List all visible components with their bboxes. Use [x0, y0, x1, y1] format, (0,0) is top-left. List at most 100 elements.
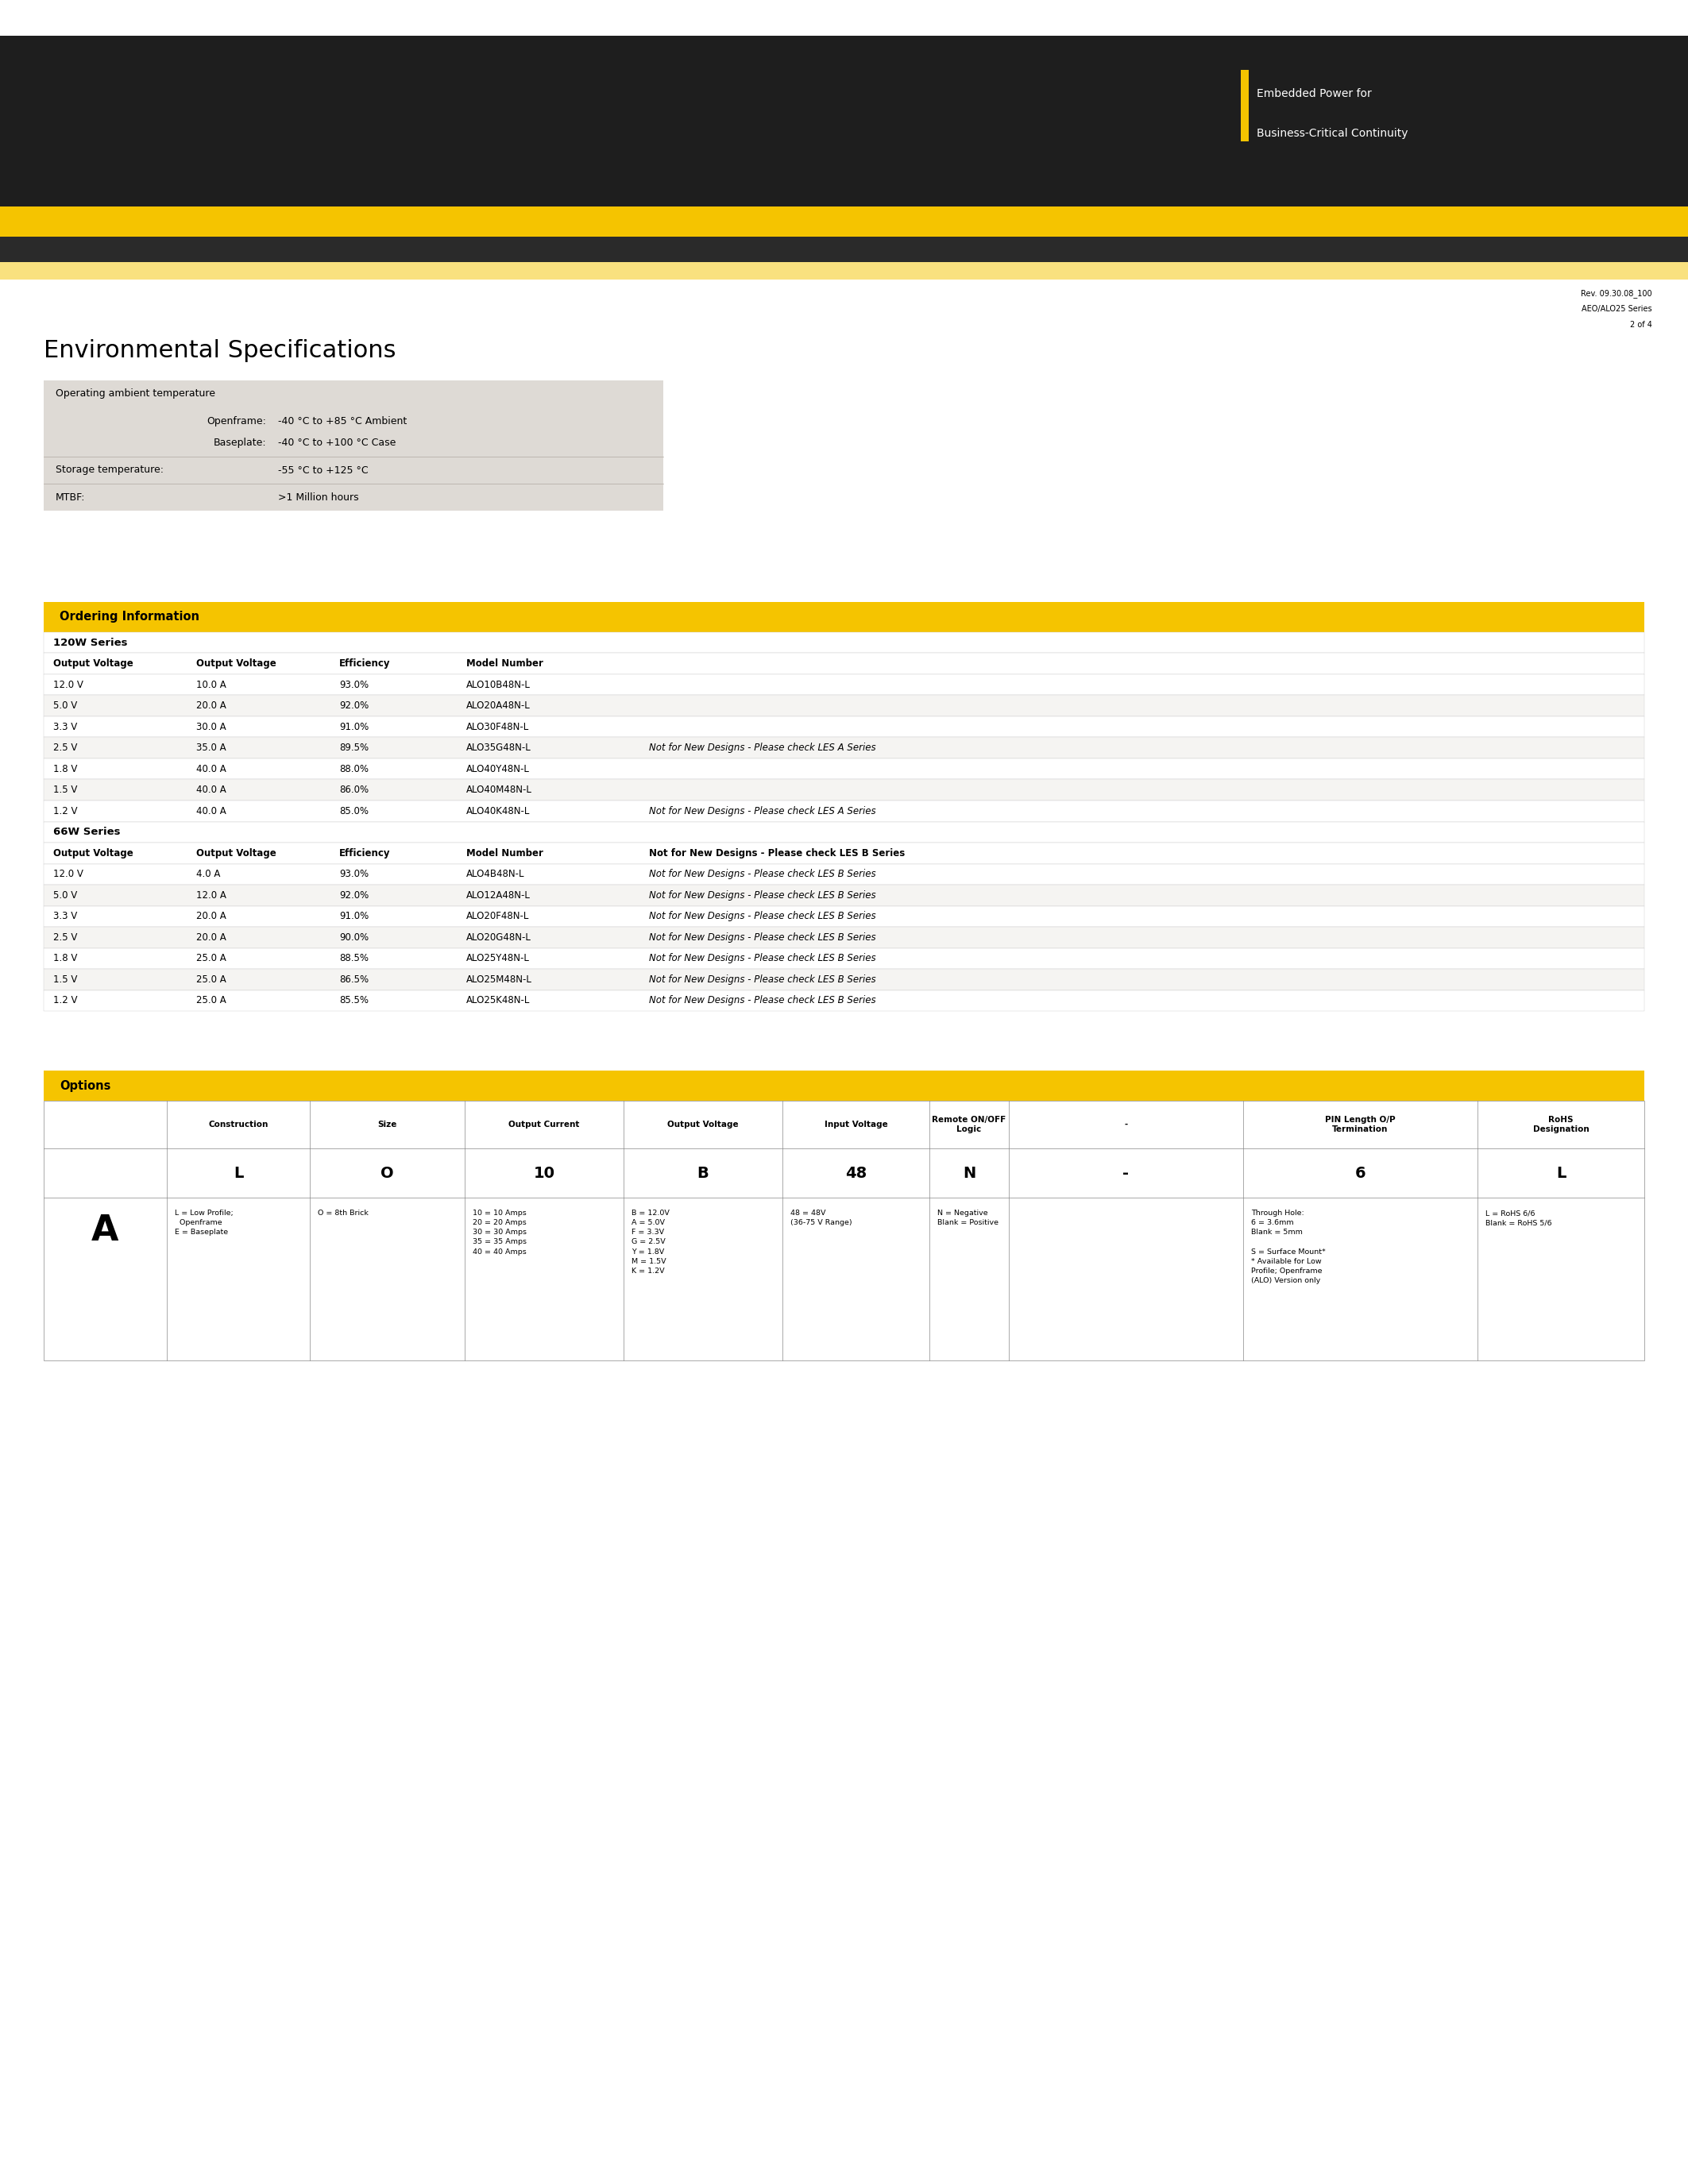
Bar: [44, 1101, 1644, 1361]
Text: O = 8th Brick: O = 8th Brick: [317, 1210, 368, 1216]
Text: Not for New Designs - Please check LES B Series: Not for New Designs - Please check LES B…: [648, 933, 876, 943]
Text: 85.5%: 85.5%: [339, 996, 368, 1005]
Bar: [44, 863, 1644, 885]
Text: ALO25Y48N-L: ALO25Y48N-L: [466, 952, 530, 963]
Text: 1.5 V: 1.5 V: [54, 974, 78, 985]
Bar: [44, 802, 1644, 821]
Text: 25.0 A: 25.0 A: [196, 974, 226, 985]
Text: 85.0%: 85.0%: [339, 806, 368, 817]
Text: 20.0 A: 20.0 A: [196, 701, 226, 712]
Text: 40.0 A: 40.0 A: [196, 764, 226, 773]
Text: 92.0%: 92.0%: [339, 701, 368, 712]
Text: Not for New Designs - Please check LES A Series: Not for New Designs - Please check LES A…: [648, 806, 876, 817]
Bar: [0, 207, 1688, 236]
Bar: [44, 675, 1644, 695]
Text: Input Voltage: Input Voltage: [824, 1120, 888, 1129]
Text: 10: 10: [533, 1166, 555, 1182]
Text: Through Hole:
6 = 3.6mm
Blank = 5mm

S = Surface Mount*
* Available for Low
Prof: Through Hole: 6 = 3.6mm Blank = 5mm S = …: [1251, 1210, 1325, 1284]
Bar: [44, 948, 1644, 970]
Text: 1.2 V: 1.2 V: [54, 996, 78, 1005]
Text: Not for New Designs - Please check LES B Series: Not for New Designs - Please check LES B…: [648, 891, 876, 900]
Text: 40.0 A: 40.0 A: [196, 806, 226, 817]
Text: L = RoHS 6/6
Blank = RoHS 5/6: L = RoHS 6/6 Blank = RoHS 5/6: [1485, 1210, 1551, 1227]
Text: Construction: Construction: [208, 1120, 268, 1129]
Text: ALO25M48N-L: ALO25M48N-L: [466, 974, 532, 985]
Text: Efficiency: Efficiency: [339, 660, 390, 668]
Text: Not for New Designs - Please check LES B Series: Not for New Designs - Please check LES B…: [648, 911, 876, 922]
Bar: [44, 380, 663, 511]
Text: 92.0%: 92.0%: [339, 891, 368, 900]
Text: 6: 6: [1355, 1166, 1366, 1182]
Text: 88.5%: 88.5%: [339, 952, 368, 963]
Text: Output Voltage: Output Voltage: [667, 1120, 739, 1129]
Text: >1 Million hours: >1 Million hours: [279, 491, 360, 502]
Text: 5.0 V: 5.0 V: [54, 701, 78, 712]
Text: 48 = 48V
(36-75 V Range): 48 = 48V (36-75 V Range): [790, 1210, 852, 1227]
Text: 10.0 A: 10.0 A: [196, 679, 226, 690]
Text: ALO35G48N-L: ALO35G48N-L: [466, 743, 532, 753]
Text: Not for New Designs - Please check LES B Series: Not for New Designs - Please check LES B…: [648, 952, 876, 963]
Text: 1.8 V: 1.8 V: [54, 764, 78, 773]
Text: 3.3 V: 3.3 V: [54, 911, 78, 922]
Bar: [44, 631, 1644, 653]
Text: 20.0 A: 20.0 A: [196, 911, 226, 922]
Text: 3.3 V: 3.3 V: [54, 721, 78, 732]
Text: Efficiency: Efficiency: [339, 847, 390, 858]
Text: 5.0 V: 5.0 V: [54, 891, 78, 900]
Bar: [1241, 70, 1249, 142]
Bar: [44, 906, 1644, 926]
Text: Operating ambient temperature: Operating ambient temperature: [56, 389, 216, 400]
Text: ALO30F48N-L: ALO30F48N-L: [466, 721, 530, 732]
Text: 2 of 4: 2 of 4: [1631, 321, 1653, 330]
Bar: [0, 236, 1688, 262]
Text: O: O: [381, 1166, 393, 1182]
Text: 12.0 V: 12.0 V: [54, 869, 83, 880]
Text: ALO40M48N-L: ALO40M48N-L: [466, 784, 532, 795]
Text: -40 °C to +100 °C Case: -40 °C to +100 °C Case: [279, 437, 397, 448]
Text: 20.0 A: 20.0 A: [196, 933, 226, 943]
Bar: [0, 262, 1688, 280]
Text: 40.0 A: 40.0 A: [196, 784, 226, 795]
Text: 4.0 A: 4.0 A: [196, 869, 221, 880]
Text: 120W Series: 120W Series: [54, 638, 128, 649]
Text: L = Low Profile;
  Openframe
E = Baseplate: L = Low Profile; Openframe E = Baseplate: [176, 1210, 233, 1236]
Text: 88.0%: 88.0%: [339, 764, 368, 773]
Text: 2.5 V: 2.5 V: [54, 933, 78, 943]
Text: Baseplate:: Baseplate:: [213, 437, 267, 448]
Bar: [44, 843, 1644, 863]
Text: -: -: [1124, 1120, 1128, 1129]
Bar: [0, 35, 1688, 207]
Text: Not for New Designs - Please check LES B Series: Not for New Designs - Please check LES B…: [648, 847, 905, 858]
Text: ALO20A48N-L: ALO20A48N-L: [466, 701, 530, 712]
Text: 93.0%: 93.0%: [339, 679, 368, 690]
Text: Ordering Information: Ordering Information: [59, 612, 199, 622]
Text: Model Number: Model Number: [466, 660, 544, 668]
Text: RoHS
Designation: RoHS Designation: [1533, 1116, 1588, 1133]
Text: MTBF:: MTBF:: [56, 491, 86, 502]
Text: ALO25K48N-L: ALO25K48N-L: [466, 996, 530, 1005]
Text: ALO40Y48N-L: ALO40Y48N-L: [466, 764, 530, 773]
Bar: [44, 603, 1644, 631]
Text: 66W Series: 66W Series: [54, 828, 120, 836]
Bar: [44, 695, 1644, 716]
Text: Size: Size: [378, 1120, 397, 1129]
Text: Not for New Designs - Please check LES B Series: Not for New Designs - Please check LES B…: [648, 996, 876, 1005]
Text: Business-Critical Continuity: Business-Critical Continuity: [1256, 127, 1408, 138]
Text: Options: Options: [59, 1079, 111, 1092]
Text: 10 = 10 Amps
20 = 20 Amps
30 = 30 Amps
35 = 35 Amps
40 = 40 Amps: 10 = 10 Amps 20 = 20 Amps 30 = 30 Amps 3…: [473, 1210, 527, 1256]
Text: Rev. 09.30.08_100: Rev. 09.30.08_100: [1582, 288, 1653, 297]
Text: AEO/ALO25 Series: AEO/ALO25 Series: [1582, 306, 1653, 312]
Text: B = 12.0V
A = 5.0V
F = 3.3V
G = 2.5V
Y = 1.8V
M = 1.5V
K = 1.2V: B = 12.0V A = 5.0V F = 3.3V G = 2.5V Y =…: [631, 1210, 670, 1275]
Text: L: L: [233, 1166, 243, 1182]
Text: Environmental Specifications: Environmental Specifications: [44, 339, 397, 363]
Text: Openframe:: Openframe:: [206, 415, 267, 426]
Text: Output Voltage: Output Voltage: [196, 660, 277, 668]
Text: 93.0%: 93.0%: [339, 869, 368, 880]
Text: 1.8 V: 1.8 V: [54, 952, 78, 963]
Text: 91.0%: 91.0%: [339, 911, 368, 922]
Text: Embedded Power for: Embedded Power for: [1256, 87, 1372, 98]
Text: 12.0 A: 12.0 A: [196, 891, 226, 900]
Text: 2.5 V: 2.5 V: [54, 743, 78, 753]
Bar: [44, 780, 1644, 802]
Bar: [44, 926, 1644, 948]
